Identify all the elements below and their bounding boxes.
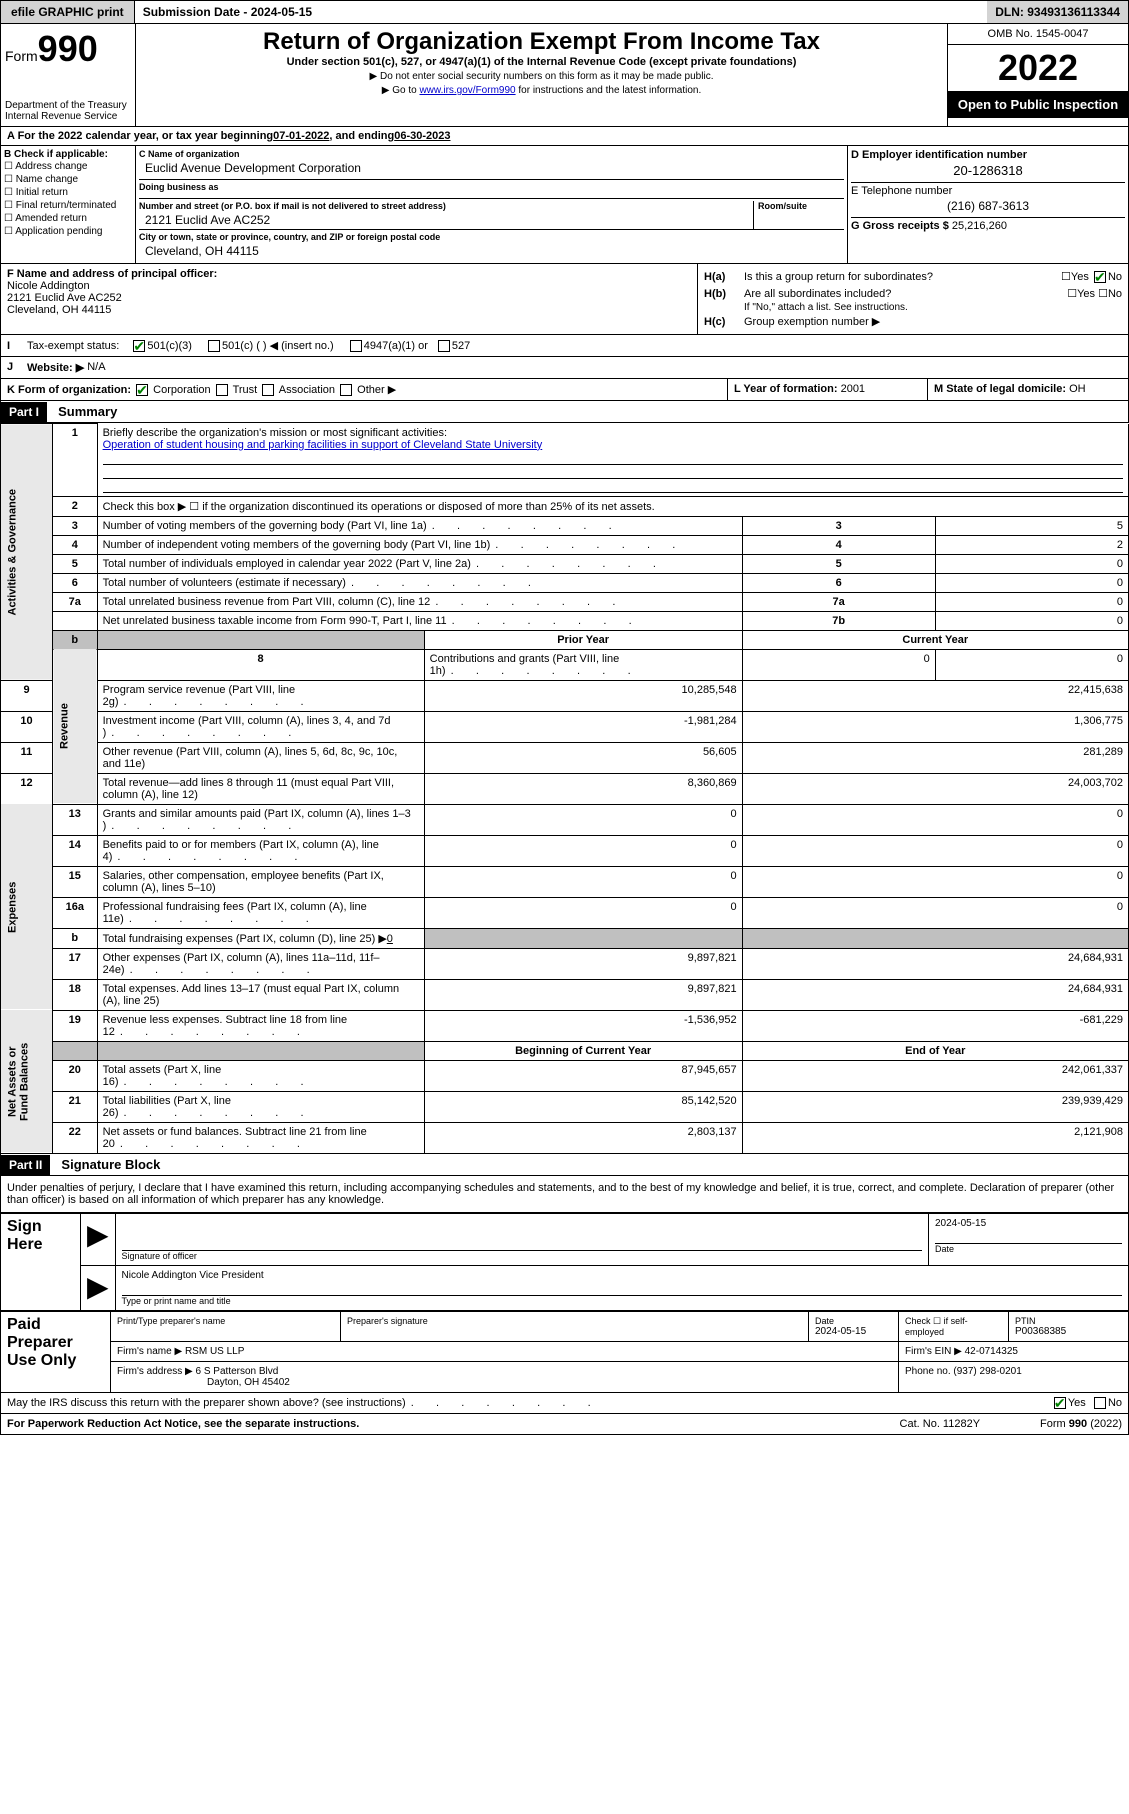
box-c: C Name of organization Euclid Avenue Dev… (136, 146, 848, 263)
chk-501c3[interactable] (133, 340, 145, 352)
box-deg: D Employer identification number 20-1286… (848, 146, 1128, 263)
chk-address-change[interactable]: ☐ Address change (4, 160, 132, 173)
dln: DLN: 93493136113344 (987, 1, 1128, 23)
chk-association[interactable] (262, 384, 274, 396)
sign-here-block: Sign Here ▶ Signature of officer 2024-05… (0, 1213, 1129, 1311)
org-dba (139, 192, 844, 196)
val-7b: 0 (935, 611, 1128, 630)
period-end: 06-30-2023 (394, 130, 450, 142)
firm-name: RSM US LLP (185, 1346, 244, 1357)
org-info-block: B Check if applicable: ☐ Address change … (0, 146, 1129, 264)
side-governance: Activities & Governance (1, 424, 53, 681)
chk-trust[interactable] (216, 384, 228, 396)
side-revenue: Revenue (53, 649, 98, 804)
sign-date: 2024-05-15 (935, 1218, 1122, 1229)
submission-date: Submission Date - 2024-05-15 (135, 1, 320, 23)
box-i: I Tax-exempt status: 501(c)(3) 501(c) ( … (0, 335, 1129, 357)
chk-application-pending[interactable]: ☐ Application pending (4, 225, 132, 238)
chk-final-return[interactable]: ☐ Final return/terminated (4, 199, 132, 212)
ptin: P00368385 (1015, 1326, 1122, 1337)
chk-527[interactable] (438, 340, 450, 352)
firm-ein: 42-0714325 (965, 1346, 1018, 1357)
officer-group-block: F Name and address of principal officer:… (0, 264, 1129, 335)
org-city: Cleveland, OH 44115 (139, 242, 844, 260)
box-j: J Website: ▶ N/A (0, 357, 1129, 379)
chk-4947[interactable] (350, 340, 362, 352)
summary-table: Activities & Governance 1 Briefly descri… (0, 423, 1129, 1154)
form-subtitle: Under section 501(c), 527, or 4947(a)(1)… (140, 56, 943, 68)
val-7a: 0 (935, 592, 1128, 611)
val-6: 0 (935, 573, 1128, 592)
org-name: Euclid Avenue Development Corporation (139, 159, 844, 177)
website: N/A (87, 361, 105, 374)
firm-addr1: 6 S Patterson Blvd (196, 1366, 279, 1377)
firm-addr2: Dayton, OH 45402 (117, 1377, 290, 1388)
part1-header: Part I Summary (0, 401, 1129, 423)
year-formation: L Year of formation: 2001 (728, 379, 928, 400)
form-number: Form990 (5, 28, 131, 70)
declaration: Under penalties of perjury, I declare th… (0, 1176, 1129, 1213)
omb-number: OMB No. 1545-0047 (948, 24, 1128, 45)
gross-receipts: G Gross receipts $ 25,216,260 (851, 220, 1125, 232)
inspection-notice: Open to Public Inspection (948, 91, 1128, 118)
irs-link[interactable]: www.irs.gov/Form990 (419, 85, 515, 96)
val-4: 2 (935, 535, 1128, 554)
officer-city: Cleveland, OH 44115 (7, 304, 691, 316)
val-5: 0 (935, 554, 1128, 573)
chk-irs-yes[interactable] (1054, 1397, 1066, 1409)
instructions-link-line: ▶ Go to www.irs.gov/Form990 for instruct… (140, 85, 943, 96)
state-domicile: M State of legal domicile: OH (928, 379, 1128, 400)
phone: (216) 687-3613 (851, 197, 1125, 215)
ein: 20-1286318 (851, 161, 1125, 180)
box-f: F Name and address of principal officer:… (1, 264, 698, 334)
form-title: Return of Organization Exempt From Incom… (140, 28, 943, 56)
officer-street: 2121 Euclid Ave AC252 (7, 292, 691, 304)
box-b: B Check if applicable: ☐ Address change … (1, 146, 136, 263)
part2-header: Part II Signature Block (0, 1154, 1129, 1176)
tax-year: 2022 (948, 45, 1128, 91)
side-netassets: Net Assets or Fund Balances (1, 1010, 53, 1153)
chk-irs-no[interactable] (1094, 1397, 1106, 1409)
side-expenses: Expenses (1, 804, 53, 1010)
paid-preparer-block: Paid Preparer Use Only Print/Type prepar… (0, 1311, 1129, 1393)
org-street: 2121 Euclid Ave AC252 (139, 211, 749, 229)
chk-name-change[interactable]: ☐ Name change (4, 173, 132, 186)
firm-phone: (937) 298-0201 (953, 1366, 1021, 1377)
chk-corporation[interactable] (136, 384, 148, 396)
period-row: A For the 2022 calendar year, or tax yea… (0, 127, 1129, 146)
efile-print-button[interactable]: efile GRAPHIC print (1, 1, 135, 23)
officer-signature-name: Nicole Addington Vice President (122, 1270, 1122, 1281)
val-3: 5 (935, 516, 1128, 535)
chk-501c[interactable] (208, 340, 220, 352)
form-header: Form990 Department of the Treasury Inter… (0, 24, 1129, 127)
chk-other[interactable] (340, 384, 352, 396)
box-klm: K Form of organization: Corporation Trus… (0, 379, 1129, 401)
footer-row: For Paperwork Reduction Act Notice, see … (0, 1414, 1129, 1435)
pii-note: ▶ Do not enter social security numbers o… (140, 71, 943, 82)
chk-amended-return[interactable]: ☐ Amended return (4, 212, 132, 225)
irs-discuss-row: May the IRS discuss this return with the… (0, 1393, 1129, 1414)
topbar: efile GRAPHIC print Submission Date - 20… (0, 0, 1129, 24)
officer-name: Nicole Addington (7, 280, 691, 292)
mission-text: Operation of student housing and parking… (103, 439, 543, 451)
period-begin: 07-01-2022 (273, 130, 329, 142)
dept-treasury: Department of the Treasury Internal Reve… (5, 100, 131, 122)
box-h: H(a)Is this a group return for subordina… (698, 264, 1128, 334)
chk-initial-return[interactable]: ☐ Initial return (4, 186, 132, 199)
